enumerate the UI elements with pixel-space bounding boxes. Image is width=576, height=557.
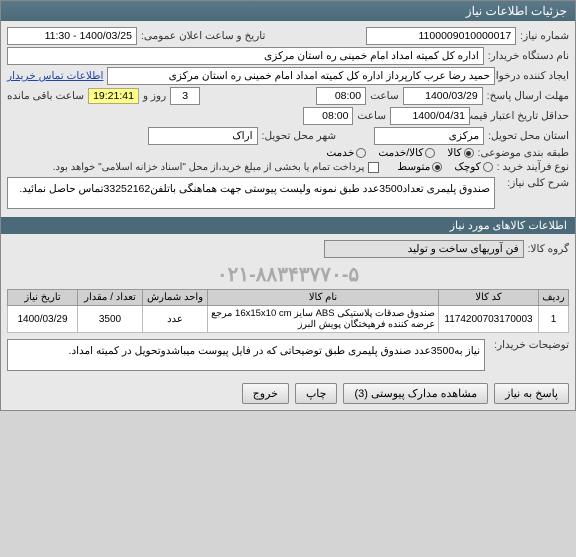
- cell-date: 1400/03/29: [8, 306, 78, 333]
- buyer-org-field: اداره کل کمیته امداد امام خمینی ره استان…: [7, 47, 484, 65]
- radio-service[interactable]: خدمت: [326, 147, 366, 159]
- treasury-checkbox[interactable]: [368, 162, 379, 173]
- need-number-field: 1100009010000017: [366, 27, 516, 45]
- cell-unit: عدد: [143, 306, 208, 333]
- reply-button[interactable]: پاسخ به نیاز: [494, 383, 569, 404]
- cell-name: صندوق صدقات پلاستیکی ABS سایز 16x15x10 c…: [208, 306, 439, 333]
- radio-goods-service[interactable]: کالا/خدمت: [378, 147, 435, 159]
- th-date: تاریخ نیاز: [8, 290, 78, 306]
- cell-code: 1174200703170003: [439, 306, 539, 333]
- th-unit: واحد شمارش: [143, 290, 208, 306]
- exit-button[interactable]: خروج: [242, 383, 289, 404]
- province-field: مرکزی: [374, 127, 484, 145]
- deadline-send-label: مهلت ارسال پاسخ:: [487, 90, 569, 102]
- radio-goods-service-label: کالا/خدمت: [378, 147, 423, 159]
- table-row[interactable]: 1 1174200703170003 صندوق صدقات پلاستیکی …: [8, 306, 569, 333]
- cell-qty: 3500: [78, 306, 143, 333]
- general-title-box: صندوق پلیمری تعداد3500عدد طبق نمونه ولیس…: [7, 177, 495, 209]
- attachments-button[interactable]: مشاهده مدارک پیوستی (3): [343, 383, 488, 404]
- need-number-label: شماره نیاز:: [520, 30, 569, 42]
- phone-watermark: ۰۲۱-۸۸۳۴۳۷۷۰-۵: [7, 260, 569, 289]
- buyer-notes-label: توضیحات خریدار:: [489, 339, 569, 351]
- province-label: استان محل تحویل:: [488, 130, 569, 142]
- days-label: روز و: [143, 90, 166, 102]
- creator-label: ایجاد کننده درخواست:: [499, 70, 569, 82]
- radio-service-label: خدمت: [326, 147, 354, 159]
- radio-goods-label: کالا: [447, 147, 461, 159]
- buyer-org-label: نام دستگاه خریدار:: [488, 50, 569, 62]
- th-row: ردیف: [539, 290, 569, 306]
- cell-idx: 1: [539, 306, 569, 333]
- days-field: 3: [170, 87, 200, 105]
- budget-type-label: طبقه بندی موضوعی:: [478, 147, 569, 159]
- radio-goods[interactable]: کالا: [447, 147, 473, 159]
- deadline-date-field: 1400/03/29: [403, 87, 483, 105]
- contact-link[interactable]: اطلاعات تماس خریدار: [7, 70, 103, 82]
- city-label: شهر محل تحویل:: [262, 130, 337, 142]
- purchase-type-label: نوع فرآیند خرید :: [497, 161, 569, 173]
- creator-field: حمید رضا عرب کارپرداز اداره کل کمیته امد…: [107, 67, 495, 85]
- countdown-timer: 19:21:41: [88, 88, 139, 104]
- validity-label: حداقل تاریخ اعتبار قیمت: تا تاریخ:: [474, 110, 569, 122]
- th-name: نام کالا: [208, 290, 439, 306]
- window-title: جزئیات اطلاعات نیاز: [1, 1, 575, 21]
- time-label-2: ساعت: [357, 110, 386, 122]
- radio-medium[interactable]: متوسط: [397, 161, 442, 173]
- radio-small[interactable]: کوچک: [454, 161, 492, 173]
- radio-small-label: کوچک: [454, 161, 480, 173]
- announce-field: 1400/03/25 - 11:30: [7, 27, 137, 45]
- general-title-label: شرح کلی نیاز:: [499, 177, 569, 189]
- deadline-time-field: 08:00: [316, 87, 366, 105]
- validity-date-field: 1400/04/31: [390, 107, 470, 125]
- goods-table: ردیف کد کالا نام کالا واحد شمارش تعداد /…: [7, 289, 569, 333]
- announce-label: تاریخ و ساعت اعلان عمومی:: [141, 30, 265, 42]
- buyer-notes-box: نیاز به3500عدد صندوق پلیمری طبق توضیحاتی…: [7, 339, 485, 371]
- th-qty: تعداد / مقدار: [78, 290, 143, 306]
- print-button[interactable]: چاپ: [295, 383, 338, 404]
- goods-section-header: اطلاعات کالاهای مورد نیاز: [1, 217, 575, 234]
- group-field: فن آوریهای ساخت و تولید: [324, 240, 524, 258]
- validity-time-field: 08:00: [303, 107, 353, 125]
- radio-medium-label: متوسط: [397, 161, 430, 173]
- group-label: گروه کالا:: [528, 243, 569, 255]
- remain-label: ساعت باقی مانده: [7, 90, 84, 102]
- time-label-1: ساعت: [370, 90, 399, 102]
- city-field: اراک: [148, 127, 258, 145]
- purchase-note: پرداخت تمام یا بخشی از مبلغ خرید،از محل …: [53, 162, 365, 173]
- th-code: کد کالا: [439, 290, 539, 306]
